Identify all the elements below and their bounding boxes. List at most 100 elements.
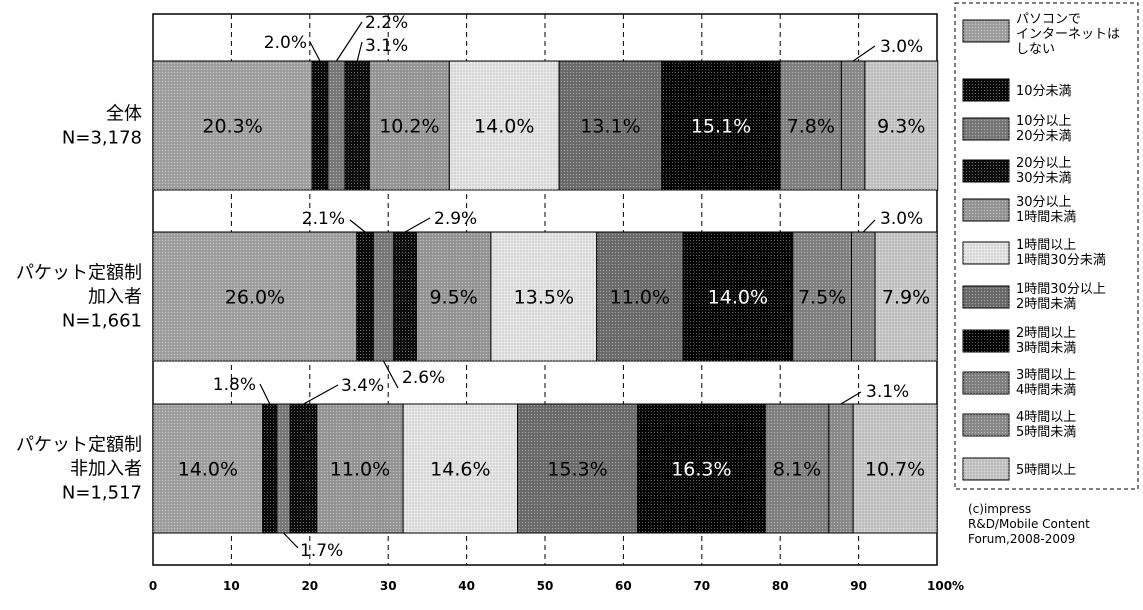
category-label: N=3,178 [62,128,142,149]
legend-label: 30分未満 [1016,171,1072,186]
x-tick-label: 10 [223,579,240,593]
legend-label: 2時間以上 [1016,326,1076,341]
annotation-label: 1.7% [300,541,343,561]
bar-segment-texture [327,61,346,190]
annotation-label: 2.6% [402,368,445,388]
data-label: 8.1% [773,459,821,481]
data-label: 11.0% [610,287,670,309]
leader-line [283,532,299,549]
annotation-label: 3.1% [365,36,408,56]
legend-swatch-texture [963,330,1009,352]
x-axis-tick-labels: 0 10 20 30 40 50 60 70 80 90 100% [149,579,964,593]
x-tick-label: 40 [458,579,475,593]
x-tick-label: 100% [927,579,964,593]
category-labels: 全体N=3,178パケット定額制加入者N=1,661パケット定額制非加入者N=1… [16,104,142,504]
legend-item: 10分未満 [962,78,1072,102]
bar-segment-texture [153,61,313,190]
annotation-label: 3.4% [341,376,384,396]
legend-label: 3時間以上 [1016,368,1076,383]
category-label: 加入者 [88,287,142,308]
bar-segment-texture [393,232,417,361]
legend-label: 1時間30分未満 [1016,253,1106,268]
legend-label: 2時間未満 [1016,297,1076,312]
leader-line [356,41,363,62]
category-label: N=1,661 [62,311,142,332]
data-label: 14.0% [178,459,238,481]
bar-segment-texture [637,404,766,533]
legend-swatch-texture [963,79,1009,101]
x-tick-label: 0 [149,579,157,593]
bar-segment-texture [316,404,404,533]
data-label: 20.3% [202,116,262,138]
legend-label: 1時間未満 [1016,210,1076,225]
bar-segment-texture [682,232,793,361]
legend-label: しない [1016,42,1055,57]
legend-swatch-texture [963,286,1009,308]
legend-swatch-texture [963,242,1009,264]
x-tick-label: 70 [693,579,710,593]
bar-segment-texture [792,232,852,361]
leader-line [303,384,339,405]
legend-label: 4時間未満 [1016,383,1076,398]
annotation-label: 2.1% [302,209,345,229]
category-label: N=1,517 [62,483,142,504]
bar-segment-texture [369,61,450,190]
legend-label: 4時間以上 [1016,410,1076,425]
bar-segment-texture [403,404,518,533]
legend-swatch-texture [963,160,1009,182]
data-label: 9.5% [430,287,478,309]
bar-segment-texture [828,404,854,533]
bar-segment-texture [517,404,638,533]
bar-segment-texture [559,61,662,190]
data-label: 16.3% [671,459,731,481]
bar-segment-texture [290,404,317,533]
data-label: 15.1% [691,116,751,138]
x-tick-label: 90 [850,579,867,593]
category-label: パケット定額制 [16,435,142,456]
bar-segment-texture [373,232,394,361]
leader-line [259,383,271,405]
bar-segment-texture [312,61,328,190]
data-label: 7.9% [882,287,930,309]
bar-row: 14.0% 11.0% 14.6% 15.3% 16.3% 8.1% 10.7% [152,403,938,534]
bar-segment-texture [449,61,560,190]
leader-line [852,45,876,62]
bar-segment-texture [416,232,491,361]
x-tick-label: 20 [301,579,318,593]
legend-label: 5時間未満 [1016,425,1076,440]
annotation-label: 2.0% [264,33,307,53]
category-label: パケット定額制 [16,263,142,284]
bars: 20.3% 10.2% 14.0% 13.1% 15.1% 7.8% 9.3% 26.0% 9.… [152,60,939,534]
bar-segment-texture [345,61,370,190]
credit-line: (c)impress [968,502,1031,516]
data-label: 15.3% [547,459,607,481]
bar-segment-texture [490,232,597,361]
x-tick-label: 50 [537,579,554,593]
bar-segment-texture [262,404,277,533]
bar-segment-texture [851,232,876,361]
leader-line [309,41,321,62]
credit-line: Forum,2008-2009 [968,532,1075,546]
category-label: 全体 [106,104,142,125]
data-label: 14.0% [474,116,534,138]
bar-segment-texture [864,61,938,190]
annotation-label: 1.8% [213,375,256,395]
bar-segment-texture [765,404,829,533]
legend-swatch-texture [963,372,1009,394]
data-label: 13.1% [580,116,640,138]
legend-label: 3時間未満 [1016,341,1076,356]
small-segment-annotations: 2.0% 2.2% 3.1% 3.0% 2.1% 2.6% 2.9% 3.0% 1.8% 1.7%… [213,13,923,561]
legend-label: 30分以上 [1016,195,1072,210]
bar-segment-texture [596,232,683,361]
data-label: 14.0% [708,287,768,309]
credit-line: R&D/Mobile Content [968,517,1090,531]
data-label: 11.0% [330,459,390,481]
